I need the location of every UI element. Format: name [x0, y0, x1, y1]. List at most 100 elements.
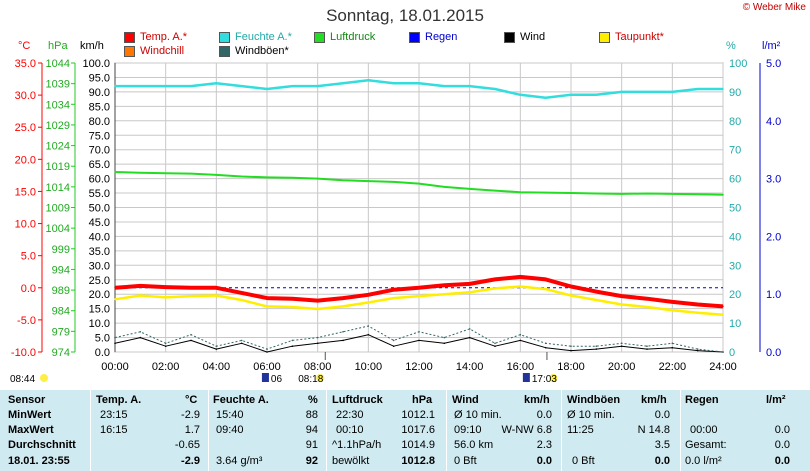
- legend-swatch: [409, 31, 420, 43]
- pressure-tick: 974: [52, 347, 70, 359]
- cell: Gesamt:: [685, 439, 727, 451]
- wind-tick: 30.0: [89, 260, 110, 272]
- data-point: [544, 288, 547, 290]
- row-label: MinWert: [8, 409, 52, 421]
- x-tick: 22:00: [659, 361, 687, 373]
- temp-tick: -10.0: [11, 347, 36, 359]
- data-point: [519, 191, 522, 193]
- data-point: [190, 287, 192, 289]
- data-point: [190, 85, 192, 87]
- data-point: [342, 339, 344, 342]
- cell: Ø 10 min.: [454, 409, 502, 421]
- data-point: [367, 333, 370, 336]
- cell: 3.5: [654, 439, 670, 451]
- data-point: [114, 342, 116, 345]
- wind-tick: 80.0: [89, 116, 110, 128]
- cell: 0 Bft: [454, 455, 477, 467]
- data-point: [468, 283, 471, 285]
- data-point: [316, 308, 319, 310]
- legend-swatch: [314, 31, 325, 43]
- wind-tick: 75.0: [89, 130, 110, 142]
- data-point: [139, 336, 142, 339]
- data-point: [164, 172, 167, 174]
- data-point: [164, 345, 167, 348]
- cell: 94: [305, 424, 318, 436]
- cell: 11:25: [567, 424, 594, 436]
- x-tick: 06:00: [253, 361, 281, 373]
- temp-tick: 10.0: [15, 219, 36, 231]
- cell: -0.65: [174, 439, 200, 451]
- cell: 92: [305, 455, 318, 467]
- cell: 1012.8: [401, 455, 435, 467]
- data-point: [266, 88, 268, 90]
- chart-title: Sonntag, 18.01.2015: [326, 6, 484, 25]
- data-point: [519, 333, 522, 336]
- legend-item: Temp. A.*: [124, 31, 187, 43]
- cell: W-NW 6.8: [501, 424, 552, 436]
- data-point: [620, 193, 623, 195]
- wind-tick: 60.0: [89, 174, 110, 186]
- pressure-tick: 1014: [46, 182, 70, 194]
- data-point: [240, 299, 243, 301]
- data-point: [696, 348, 699, 350]
- temp-tick: 0.0: [21, 283, 36, 295]
- data-point: [114, 287, 116, 289]
- data-point: [620, 342, 623, 345]
- legend-label: Regen: [425, 31, 458, 43]
- pressure-tick: 1034: [46, 99, 70, 111]
- data-point: [646, 345, 648, 348]
- time-left: 08:44: [10, 374, 35, 385]
- cell: 88: [305, 409, 318, 421]
- wind-tick: 50.0: [89, 203, 110, 215]
- cell: Ø 10 min.: [567, 409, 615, 421]
- legend-item: Luftdruck: [314, 31, 375, 43]
- cell: 0 Bft: [572, 455, 595, 467]
- data-point: [139, 285, 142, 287]
- pressure-tick: 1009: [46, 203, 70, 215]
- data-point: [722, 351, 724, 353]
- humidity-tick: 20: [729, 289, 741, 301]
- wind-tick: 10.0: [89, 318, 110, 330]
- data-point: [291, 306, 294, 308]
- copyright[interactable]: © Weber Mike: [742, 2, 806, 13]
- pressure-tick: 979: [52, 326, 70, 338]
- data-point: [494, 345, 496, 348]
- data-point: [240, 292, 243, 294]
- data-point: [266, 176, 268, 179]
- data-point: [190, 172, 192, 175]
- legend-item: Regen: [409, 31, 457, 43]
- data-point: [620, 91, 623, 93]
- data-point: [696, 88, 699, 90]
- data-point: [342, 305, 344, 308]
- humidity-tick: 30: [729, 260, 741, 272]
- temp-tick: 20.0: [15, 154, 36, 166]
- sun-icon: [316, 374, 325, 382]
- data-point: [392, 288, 395, 291]
- pressure-tick: 1019: [46, 161, 70, 173]
- cell: 0.0: [536, 455, 552, 467]
- cell: 23:15: [100, 409, 128, 421]
- data-point: [519, 276, 522, 278]
- pressure-tick: 999: [52, 244, 70, 256]
- wind-tick: 70.0: [89, 145, 110, 157]
- data-point: [240, 339, 243, 342]
- wind-tick: 45.0: [89, 217, 110, 229]
- legend-swatch: [504, 31, 515, 43]
- temp-tick: 35.0: [15, 58, 36, 70]
- legend-swatch: [124, 31, 135, 43]
- legend-item: Taupunkt*: [599, 31, 664, 43]
- data-point: [342, 179, 344, 182]
- data-point: [519, 285, 522, 288]
- data-point: [215, 294, 218, 297]
- hdr-rain-unit: l/m²: [766, 394, 786, 406]
- data-point: [392, 339, 395, 342]
- data-point: [595, 192, 598, 195]
- data-point: [620, 303, 623, 306]
- data-point: [316, 336, 319, 339]
- x-tick: 18:00: [557, 361, 585, 373]
- data-point: [722, 314, 724, 316]
- wind-tick: 25.0: [89, 275, 110, 287]
- data-point: [468, 188, 471, 190]
- humidity-tick: 70: [729, 145, 741, 157]
- humidity-tick: 80: [729, 116, 741, 128]
